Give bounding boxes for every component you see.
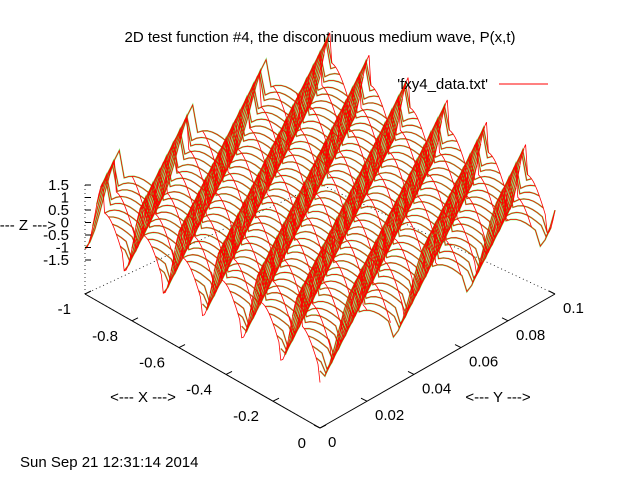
z-axis-label: <--- Z ---> [0, 217, 56, 234]
z-tick-label: -1 [56, 240, 69, 257]
z-tick-label: -0.5 [43, 227, 69, 244]
y-tick-mark [313, 424, 321, 429]
z-ticks: 1.510.50-0.5-1-1.5 [43, 177, 91, 269]
y-tick-label: 0.08 [516, 327, 545, 344]
x-axis-line [84, 293, 321, 429]
y-tick-mark [501, 317, 509, 322]
timestamp-footer: Sun Sep 21 12:31:14 2014 [20, 454, 199, 471]
surface-cross-line [178, 116, 415, 320]
surface-cross-line [155, 138, 391, 323]
surface-cross-line [249, 73, 485, 277]
surface-cross-line [319, 32, 556, 234]
x-tick-mark [319, 424, 327, 429]
y-tick-label: 0.1 [563, 300, 584, 317]
x-tick-label: -0.8 [92, 328, 118, 345]
x-tick-mark [84, 290, 92, 295]
z-tick-label: 1 [61, 190, 69, 207]
x-tick-label: 0 [298, 435, 306, 452]
y-axis-label: <--- Y ---> [465, 389, 531, 406]
surface-mesh [84, 32, 556, 383]
y-tick-label: 0.06 [469, 354, 498, 371]
surface-cross-line [84, 182, 321, 383]
y-tick-label: 0 [328, 434, 336, 451]
x-tick-mark [178, 344, 186, 349]
chart-title: 2D test function #4, the discontinuous m… [124, 29, 515, 46]
z-tick-label: 0.5 [48, 202, 69, 219]
y-axis-line [319, 293, 556, 429]
base-frame-solid [84, 293, 556, 429]
x-tick-mark [272, 397, 280, 402]
x-tick-label: -0.6 [139, 355, 165, 372]
y-tick-label: 0.02 [375, 407, 404, 424]
x-ticks: -1 -0.8 -0.6 -0.4 -0.2 0 [58, 290, 327, 452]
z-tick-label: 0 [61, 215, 69, 232]
base-frame-dotted [84, 183, 556, 429]
x-axis-label: <--- X ---> [110, 389, 176, 406]
x-tick-label: -0.4 [186, 381, 212, 398]
x-tick-mark [225, 370, 233, 375]
x-tick-mark [131, 317, 139, 322]
x-tick-label: -0.2 [233, 408, 259, 425]
surface-cross-line [131, 160, 368, 341]
surface-cross-line [296, 52, 532, 234]
frame-edge-back [84, 183, 321, 295]
surface-cross-line [202, 118, 438, 297]
z-tick-label: 1.5 [48, 177, 69, 194]
y-tick-mark [454, 344, 462, 349]
x-tick-label: -1 [58, 301, 71, 318]
y-tick-label: 0.04 [422, 380, 451, 397]
surface-mesh-line [276, 167, 513, 352]
surface-cross-line [108, 159, 344, 362]
y-tick-mark [407, 370, 415, 375]
y-tick-mark [548, 290, 556, 295]
y-tick-mark [360, 397, 368, 402]
z-tick-label: -1.5 [43, 252, 69, 269]
frame-edge-right-back [319, 183, 556, 295]
legend: 'fxy4_data.txt' [397, 76, 548, 93]
legend-label: 'fxy4_data.txt' [397, 76, 488, 93]
y-ticks: 0 0.02 0.04 0.06 0.08 0.1 [313, 290, 584, 451]
surface-cross-line [272, 74, 509, 255]
surface-cross-line [225, 95, 462, 276]
